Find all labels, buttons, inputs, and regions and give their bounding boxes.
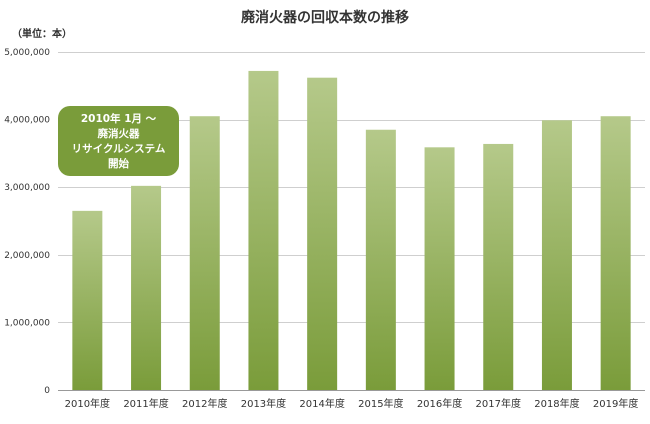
x-tick-label: 2011年度 xyxy=(123,397,168,410)
bar xyxy=(131,185,162,390)
annotation-callout: 2010年 1月 ～ 廃消火器 リサイクルシステム 開始 xyxy=(58,106,179,176)
bar xyxy=(189,116,220,390)
x-tick-label: 2017年度 xyxy=(476,397,521,410)
x-tick-label: 2012年度 xyxy=(182,397,227,410)
y-tick-label: 2,000,000 xyxy=(4,251,50,261)
bar xyxy=(72,210,103,390)
y-tick-label: 5,000,000 xyxy=(4,48,50,58)
y-tick-label: 3,000,000 xyxy=(4,183,50,193)
y-tick-label: 1,000,000 xyxy=(4,318,50,328)
annotation-line-1: 2010年 1月 ～ xyxy=(81,112,157,125)
bar xyxy=(424,147,455,390)
y-tick-label: 0 xyxy=(44,386,50,396)
annotation-line-3: リサイクルシステム xyxy=(72,143,166,155)
chart-title: 廃消火器の回収本数の推移 xyxy=(241,9,409,26)
bar xyxy=(248,70,279,390)
x-tick-label: 2010年度 xyxy=(65,397,110,410)
bar xyxy=(365,129,396,391)
annotation-box xyxy=(58,106,179,176)
x-tick-label: 2018年度 xyxy=(534,397,579,410)
unit-label: （単位：本） xyxy=(12,27,72,40)
bars xyxy=(72,70,631,391)
bar xyxy=(600,116,631,390)
annotation-line-4: 開始 xyxy=(108,157,129,170)
y-axis-tick-labels: 0 1,000,000 2,000,000 3,000,000 4,000,000 5,0… xyxy=(4,48,50,396)
bar xyxy=(307,77,338,391)
bar xyxy=(541,120,572,390)
x-axis-category-labels: 2010年度 2011年度 2012年度 2013年度 2014年度 2015年度 2016… xyxy=(65,397,639,410)
x-tick-label: 2014年度 xyxy=(299,397,344,410)
x-tick-label: 2013年度 xyxy=(241,397,286,410)
bar xyxy=(483,143,514,390)
x-tick-label: 2016年度 xyxy=(417,397,462,410)
annotation-line-2: 廃消火器 xyxy=(98,127,140,140)
x-tick-label: 2015年度 xyxy=(358,397,403,410)
y-tick-label: 4,000,000 xyxy=(4,116,50,126)
x-tick-label: 2019年度 xyxy=(593,397,638,410)
